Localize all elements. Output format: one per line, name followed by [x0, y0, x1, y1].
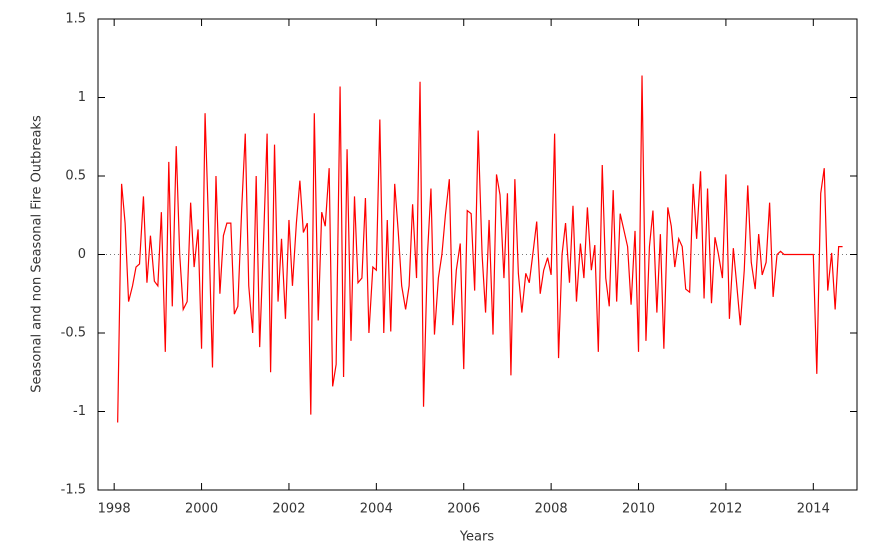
y-tick-label: 0 [78, 247, 86, 262]
plot-frame [97, 18, 858, 491]
x-tick-label: 2002 [272, 502, 305, 517]
y-tick-label: -0.5 [61, 326, 86, 341]
x-tick-label: 2006 [447, 502, 480, 517]
data-line [117, 75, 843, 423]
y-tick-label: -1 [73, 404, 86, 419]
x-tick-label: 2004 [360, 502, 393, 517]
x-tick-label: 2000 [185, 502, 218, 517]
y-tick-label: 0.5 [65, 169, 86, 184]
y-tick-label: 1 [78, 90, 86, 105]
x-tick-label: 2012 [709, 502, 742, 517]
x-axis-label: Years [459, 530, 495, 545]
x-tick-label: 2008 [535, 502, 568, 517]
x-tick-label: 2014 [797, 502, 830, 517]
x-tick-label: 2010 [622, 502, 655, 517]
x-tick-label: 1998 [98, 502, 131, 517]
y-axis-label: Seasonal and non Seasonal Fire Outbreaks [30, 115, 45, 393]
y-tick-label: 1.5 [65, 12, 86, 27]
y-tick-label: -1.5 [61, 483, 86, 498]
